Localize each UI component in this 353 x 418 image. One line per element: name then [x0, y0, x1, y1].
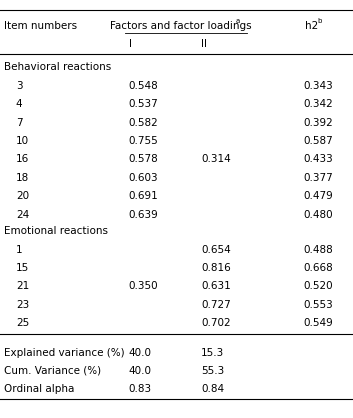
- Text: Emotional reactions: Emotional reactions: [4, 226, 108, 236]
- Text: 0.582: 0.582: [129, 117, 158, 127]
- Text: Item numbers: Item numbers: [4, 21, 77, 31]
- Text: 4: 4: [16, 99, 23, 109]
- Text: 16: 16: [16, 154, 29, 164]
- Text: 25: 25: [16, 318, 29, 328]
- Text: 15: 15: [16, 263, 29, 273]
- Text: 40.0: 40.0: [129, 347, 152, 357]
- Text: 18: 18: [16, 173, 29, 183]
- Text: 3: 3: [16, 81, 23, 91]
- Text: 15.3: 15.3: [201, 347, 225, 357]
- Text: 0.755: 0.755: [129, 136, 158, 146]
- Text: 0.553: 0.553: [304, 300, 333, 310]
- Text: 10: 10: [16, 136, 29, 146]
- Text: 0.343: 0.343: [304, 81, 333, 91]
- Text: 0.342: 0.342: [304, 99, 333, 109]
- Text: 0.639: 0.639: [129, 209, 158, 219]
- Text: 0.727: 0.727: [201, 300, 231, 310]
- Text: 24: 24: [16, 209, 29, 219]
- Text: 0.668: 0.668: [304, 263, 333, 273]
- Text: 7: 7: [16, 117, 23, 127]
- Text: h2: h2: [305, 21, 319, 31]
- Text: 0.654: 0.654: [201, 245, 231, 255]
- Text: a: a: [236, 18, 240, 24]
- Text: b: b: [317, 18, 321, 24]
- Text: 0.314: 0.314: [201, 154, 231, 164]
- Text: 0.83: 0.83: [129, 384, 152, 394]
- Text: 0.480: 0.480: [304, 209, 333, 219]
- Text: 0.488: 0.488: [304, 245, 333, 255]
- Text: 0.691: 0.691: [129, 191, 158, 201]
- Text: Explained variance (%): Explained variance (%): [4, 347, 125, 357]
- Text: 0.84: 0.84: [201, 384, 225, 394]
- Text: II: II: [201, 38, 207, 48]
- Text: I: I: [129, 38, 132, 48]
- Text: 1: 1: [16, 245, 23, 255]
- Text: 20: 20: [16, 191, 29, 201]
- Text: 0.702: 0.702: [201, 318, 231, 328]
- Text: 0.631: 0.631: [201, 281, 231, 291]
- Text: 21: 21: [16, 281, 29, 291]
- Text: 0.537: 0.537: [129, 99, 158, 109]
- Text: 0.520: 0.520: [304, 281, 333, 291]
- Text: Factors and factor loadings: Factors and factor loadings: [110, 21, 252, 31]
- Text: 0.549: 0.549: [304, 318, 333, 328]
- Text: 0.578: 0.578: [129, 154, 158, 164]
- Text: 40.0: 40.0: [129, 366, 152, 376]
- Text: Ordinal alpha: Ordinal alpha: [4, 384, 74, 394]
- Text: 0.350: 0.350: [129, 281, 158, 291]
- Text: Behavioral reactions: Behavioral reactions: [4, 62, 112, 72]
- Text: 0.392: 0.392: [304, 117, 333, 127]
- Text: 0.548: 0.548: [129, 81, 158, 91]
- Text: 0.816: 0.816: [201, 263, 231, 273]
- Text: 0.587: 0.587: [304, 136, 333, 146]
- Text: 0.377: 0.377: [304, 173, 333, 183]
- Text: 0.603: 0.603: [129, 173, 158, 183]
- Text: 0.433: 0.433: [304, 154, 333, 164]
- Text: 0.479: 0.479: [304, 191, 333, 201]
- Text: 23: 23: [16, 300, 29, 310]
- Text: Cum. Variance (%): Cum. Variance (%): [4, 366, 101, 376]
- Text: 55.3: 55.3: [201, 366, 225, 376]
